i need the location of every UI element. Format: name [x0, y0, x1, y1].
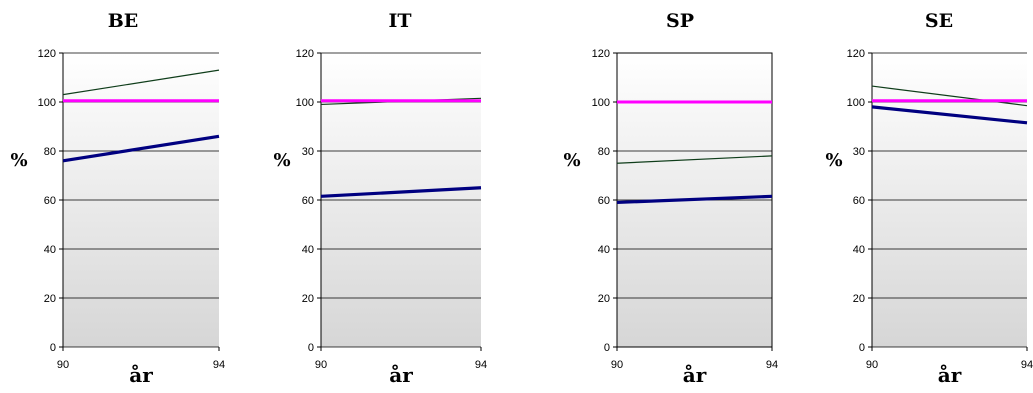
chart-1-x-tick-label: 90	[315, 359, 327, 371]
chart-2-series-0-line	[616, 155, 773, 164]
chart-2-x-tick-label: 94	[766, 359, 778, 371]
chart-3-y-tick-label: 120	[847, 48, 865, 60]
chart-1-title: IT	[388, 10, 411, 32]
chart-2-y-tick-label: 100	[592, 97, 610, 109]
chart-1-y-tick-label: 30	[302, 146, 314, 158]
chart-2-y-tick-label: 0	[604, 342, 610, 354]
chart-1-series-2-line	[320, 186, 482, 198]
chart-0-title: BE	[108, 10, 139, 32]
chart-1-x-axis-label: år	[389, 363, 413, 387]
chart-3-title: SE	[925, 10, 953, 32]
chart-1-x-tick-label: 94	[475, 359, 487, 371]
chart-1-y-tick-label: 120	[296, 48, 314, 60]
chart-0-series-0-line	[62, 69, 220, 96]
chart-3-y-tick-label: 0	[859, 342, 865, 354]
chart-3-y-tick-label: 60	[853, 195, 865, 207]
chart-0-y-tick-label: 0	[50, 342, 56, 354]
chart-3-y-tick-label: 40	[853, 244, 865, 256]
chart-3-y-tick-label: 30	[853, 146, 865, 158]
chart-3-y-tick-label: 100	[847, 97, 865, 109]
chart-0-y-axis-label: %	[10, 150, 27, 171]
chart-1-y-tick-label: 100	[296, 97, 314, 109]
chart-3-y-tick-label: 20	[853, 293, 865, 305]
chart-3-x-axis-label: år	[938, 363, 962, 387]
chart-2-panel: 0 20 40 60 80 100 120 90 94 SP% år	[563, 10, 778, 387]
chart-0-x-tick-label: 90	[57, 359, 69, 371]
chart-0-panel: 0 20 40 60 80 100 120 90 94 BE% år	[10, 10, 225, 387]
chart-0-y-tick-label: 40	[44, 244, 56, 256]
chart-3-y-axis-label: %	[825, 150, 842, 171]
chart-0-series-2-line	[62, 134, 220, 163]
chart-1-y-tick-label: 20	[302, 293, 314, 305]
chart-2-x-tick-label: 90	[611, 359, 623, 371]
chart-3-panel: 0 20 40 60 30 100 120 90 94 SE% år	[825, 10, 1033, 387]
chart-3-series-0-line	[871, 85, 1028, 107]
chart-2-y-tick-label: 40	[598, 244, 610, 256]
chart-0-y-tick-label: 120	[38, 48, 56, 60]
chart-2-y-axis-label: %	[563, 150, 580, 171]
chart-0-y-tick-label: 100	[38, 97, 56, 109]
chart-1-y-tick-label: 60	[302, 195, 314, 207]
chart-1-y-tick-label: 40	[302, 244, 314, 256]
chart-1-y-tick-label: 0	[308, 342, 314, 354]
chart-0-y-tick-label: 20	[44, 293, 56, 305]
chart-2-title: SP	[666, 10, 694, 32]
chart-2-y-tick-label: 20	[598, 293, 610, 305]
chart-0-x-tick-label: 94	[213, 359, 225, 371]
chart-2-y-tick-label: 120	[592, 48, 610, 60]
chart-0-x-axis-label: år	[129, 363, 153, 387]
chart-3-x-tick-label: 94	[1021, 359, 1033, 371]
chart-2-y-tick-label: 80	[598, 146, 610, 158]
chart-1-y-axis-label: %	[273, 150, 290, 171]
chart-2-series-2-line	[616, 194, 773, 205]
chart-0-y-tick-label: 80	[44, 146, 56, 158]
chart-3-series-2-line	[871, 105, 1028, 125]
chart-2-y-tick-label: 60	[598, 195, 610, 207]
chart-0-y-tick-label: 60	[44, 195, 56, 207]
chart-2-x-axis-label: år	[683, 363, 707, 387]
chart-1-panel: 0 20 40 60 30 100 120 90 94 IT% år	[273, 10, 487, 387]
chart-3-x-tick-label: 90	[866, 359, 878, 371]
